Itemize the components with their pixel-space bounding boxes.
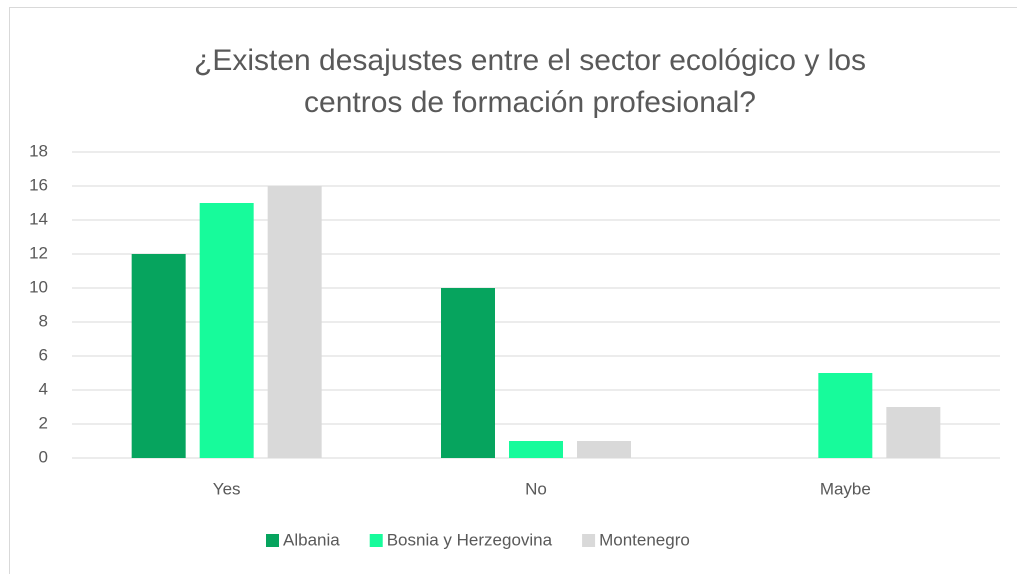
y-tick-label: 14 [29,209,48,228]
bar [886,407,941,458]
x-tick-label: Yes [213,479,241,498]
y-tick-label: 4 [39,379,48,398]
y-tick-label: 18 [29,141,48,160]
y-tick-label: 12 [29,243,48,262]
y-tick-label: 2 [39,413,48,432]
y-tick-label: 0 [39,447,48,466]
chart-border [9,7,1017,574]
chart-title: ¿Existen desajustes entre el sector ecol… [194,44,866,119]
bar [199,203,254,458]
x-tick-label: No [525,479,547,498]
y-tick-label: 6 [39,345,48,364]
legend-swatch [582,534,596,547]
bar [818,373,873,458]
legend-label: Albania [283,530,340,549]
y-tick-label: 8 [39,311,48,330]
legend-label: Bosnia y Herzegovina [387,530,553,549]
legend-swatch [369,534,383,547]
legend-swatch [266,534,279,547]
y-tick-label: 16 [29,175,48,194]
x-tick-label: Maybe [820,479,871,498]
bar [131,254,186,458]
bar [509,441,563,458]
y-tick-label: 10 [29,277,48,296]
bar [441,288,495,458]
bar [267,186,322,458]
legend-label: Montenegro [599,530,690,549]
bar [577,441,631,458]
